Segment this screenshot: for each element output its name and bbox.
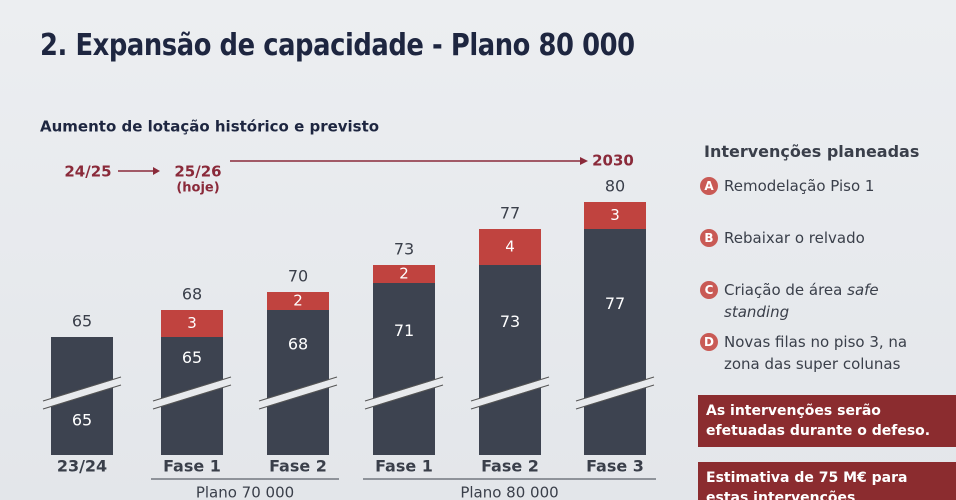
axis-break-edge	[258, 376, 338, 402]
axis-break	[151, 377, 233, 409]
panel-title: Intervenções planeadas	[704, 142, 920, 161]
bar-segment	[161, 310, 223, 337]
item-letter: D	[700, 333, 718, 351]
group-label: Plano 70 000	[196, 484, 294, 500]
bar-segment	[584, 202, 646, 229]
chart: Aumento de lotação histórico e previsto …	[40, 118, 656, 500]
intervention-item: D Novas filas no piso 3, na zona das supe…	[700, 331, 956, 379]
axis-break	[469, 377, 551, 409]
bar-value-label: 2	[399, 265, 409, 283]
total-label: 77	[500, 204, 520, 223]
item-letter: A	[700, 177, 718, 195]
total-label: 70	[288, 267, 308, 286]
axis-break-edge	[364, 384, 444, 410]
axis-break-edge	[575, 384, 655, 410]
axis-break-edge	[575, 376, 655, 402]
bar-segment	[373, 283, 435, 455]
x-tick-label: Fase 2	[269, 457, 327, 476]
item-text-block: Novas filas no piso 3, na zona das super…	[724, 331, 924, 375]
x-tick-label: 23/24	[57, 457, 107, 476]
bar-value-label: 3	[610, 206, 620, 224]
item-text: Rebaixar o relvado	[724, 229, 865, 247]
bar-value-label: 73	[500, 312, 520, 331]
axis-break	[363, 377, 445, 409]
item-text-block: Criação de área safe standing	[724, 279, 924, 323]
axis-break	[574, 377, 656, 409]
bar-segment	[479, 265, 541, 455]
item-text: Criação de área	[724, 281, 843, 299]
bar-value-label: 77	[605, 294, 625, 313]
item-letter: C	[700, 281, 718, 299]
total-label: 80	[605, 177, 625, 196]
axis-break-edge	[42, 376, 122, 402]
bar-value-label: 4	[505, 238, 515, 256]
timeline-arrowhead	[580, 157, 588, 165]
x-tick-label: Fase 3	[586, 457, 644, 476]
note-box: As intervenções serão efetuadas durante …	[698, 395, 956, 447]
item-text-italic: safe standing	[724, 281, 879, 321]
group-label: Plano 80 000	[460, 484, 558, 500]
total-label: 65	[72, 312, 92, 331]
bar-segment	[267, 292, 329, 310]
intervention-item: C Criação de área safe standing	[700, 279, 956, 327]
timeline-end: 2030	[592, 152, 634, 170]
axis-break-edge	[152, 376, 232, 402]
chart-subtitle: Aumento de lotação histórico e previsto	[40, 118, 379, 136]
axis-break	[41, 377, 123, 409]
axis-break-edge	[42, 384, 122, 410]
x-tick-label: Fase 1	[375, 457, 433, 476]
timeline-arrowhead	[153, 167, 160, 175]
bar-value-label: 2	[293, 292, 303, 310]
total-label: 68	[182, 285, 202, 304]
bar-value-label: 3	[187, 314, 197, 332]
x-tick-label: Fase 1	[163, 457, 221, 476]
item-letter: B	[700, 229, 718, 247]
total-label: 73	[394, 240, 414, 259]
intervention-item: A Remodelação Piso 1	[700, 175, 956, 223]
bar-value-label: 71	[394, 321, 414, 340]
axis-break-edge	[470, 384, 550, 410]
axis-break-edge	[152, 384, 232, 410]
x-tick-label: Fase 2	[481, 457, 539, 476]
item-text: Novas filas no piso 3, na zona das super…	[724, 333, 908, 373]
timeline-now: 25/26	[174, 163, 221, 181]
axis-break-edge	[258, 384, 338, 410]
slide-title: 2. Expansão de capacidade - Plano 80 000	[40, 28, 635, 63]
side-panel: Intervenções planeadas A Remodelação Piso…	[700, 142, 956, 383]
timeline-start: 24/25	[64, 163, 111, 181]
bar-segment	[584, 229, 646, 455]
item-text: Remodelação Piso 1	[724, 177, 875, 195]
bar-value-label: 65	[182, 348, 202, 367]
axis-break	[257, 377, 339, 409]
axis-break-edge	[364, 376, 444, 402]
bar-segment	[479, 229, 541, 265]
bar-value-label: 68	[288, 335, 308, 354]
bar-value-label: 65	[72, 411, 92, 430]
bar-segment	[373, 265, 435, 283]
axis-break-edge	[470, 376, 550, 402]
item-text-block: Remodelação Piso 1	[724, 175, 924, 197]
item-text-block: Rebaixar o relvado	[724, 227, 924, 249]
intervention-item: B Rebaixar o relvado	[700, 227, 956, 275]
note-box: Estimativa de 75 M€ para estas intervenç…	[698, 462, 956, 500]
timeline-now-note: (hoje)	[176, 181, 219, 196]
